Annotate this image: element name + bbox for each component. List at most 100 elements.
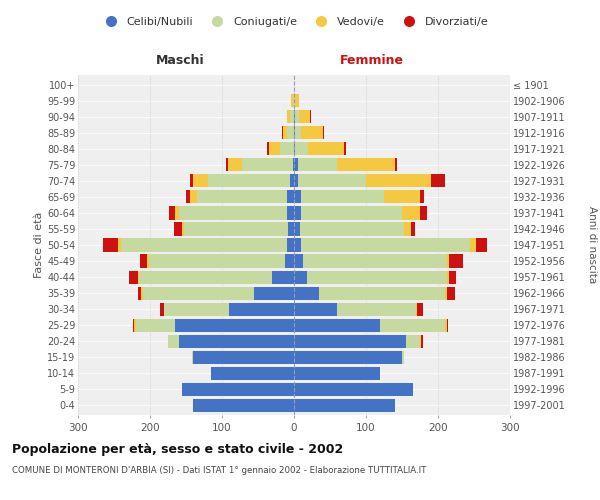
Bar	[142, 286, 143, 300]
Bar	[169, 206, 175, 220]
Bar	[412, 222, 415, 235]
Bar	[193, 174, 208, 188]
Bar	[344, 142, 346, 156]
Bar	[416, 302, 417, 316]
Bar	[294, 350, 402, 364]
Bar	[294, 94, 295, 107]
Bar	[420, 206, 427, 220]
Bar	[269, 142, 280, 156]
Bar	[208, 174, 290, 188]
Bar	[295, 94, 299, 107]
Bar	[193, 399, 294, 412]
Bar	[294, 399, 395, 412]
Bar	[280, 142, 294, 156]
Bar	[295, 126, 301, 140]
Bar	[298, 158, 337, 172]
Bar	[294, 190, 301, 203]
Bar	[323, 126, 324, 140]
Bar	[242, 158, 293, 172]
Bar	[420, 334, 421, 348]
Bar	[190, 174, 193, 188]
Bar	[402, 350, 404, 364]
Bar	[420, 190, 424, 203]
Bar	[301, 190, 384, 203]
Bar	[470, 238, 476, 252]
Bar	[179, 334, 294, 348]
Bar	[302, 254, 446, 268]
Bar	[294, 334, 406, 348]
Bar	[295, 142, 308, 156]
Bar	[319, 286, 445, 300]
Bar	[175, 222, 182, 235]
Bar	[310, 110, 311, 124]
Bar	[294, 158, 298, 172]
Bar	[294, 286, 319, 300]
Bar	[446, 254, 449, 268]
Text: Femmine: Femmine	[340, 54, 404, 68]
Bar	[287, 206, 294, 220]
Bar	[287, 238, 294, 252]
Bar	[283, 126, 287, 140]
Bar	[294, 126, 295, 140]
Bar	[404, 222, 412, 235]
Bar	[293, 94, 294, 107]
Bar	[295, 110, 299, 124]
Bar	[476, 238, 487, 252]
Bar	[139, 270, 272, 283]
Bar	[129, 270, 138, 283]
Bar	[294, 222, 300, 235]
Bar	[147, 254, 149, 268]
Bar	[291, 94, 293, 107]
Bar	[133, 318, 134, 332]
Y-axis label: Fasce di età: Fasce di età	[34, 212, 44, 278]
Bar	[445, 318, 446, 332]
Bar	[294, 238, 301, 252]
Bar	[380, 318, 445, 332]
Text: COMUNE DI MONTERONI D'ARBIA (SI) - Dati ISTAT 1° gennaio 2002 - Elaborazione TUT: COMUNE DI MONTERONI D'ARBIA (SI) - Dati …	[12, 466, 427, 475]
Bar	[211, 366, 294, 380]
Bar	[182, 383, 294, 396]
Bar	[164, 302, 229, 316]
Bar	[228, 158, 242, 172]
Bar	[337, 302, 416, 316]
Bar	[294, 383, 413, 396]
Bar	[448, 270, 449, 283]
Bar	[149, 254, 286, 268]
Bar	[175, 206, 179, 220]
Bar	[294, 318, 380, 332]
Bar	[192, 350, 193, 364]
Bar	[143, 286, 254, 300]
Bar	[294, 270, 307, 283]
Bar	[288, 222, 294, 235]
Bar	[136, 318, 175, 332]
Bar	[175, 318, 294, 332]
Bar	[287, 190, 294, 203]
Bar	[301, 206, 402, 220]
Bar	[103, 238, 118, 252]
Bar	[134, 318, 136, 332]
Bar	[294, 110, 295, 124]
Bar	[431, 174, 445, 188]
Bar	[186, 190, 190, 203]
Bar	[294, 254, 302, 268]
Bar	[287, 126, 294, 140]
Bar	[308, 142, 344, 156]
Bar	[446, 318, 448, 332]
Bar	[445, 286, 446, 300]
Bar	[118, 238, 121, 252]
Bar	[138, 286, 142, 300]
Bar	[406, 334, 420, 348]
Bar	[307, 270, 448, 283]
Bar	[168, 334, 179, 348]
Bar	[446, 286, 455, 300]
Bar	[294, 206, 301, 220]
Bar	[226, 158, 228, 172]
Bar	[272, 270, 294, 283]
Bar	[402, 206, 420, 220]
Bar	[294, 302, 337, 316]
Bar	[140, 254, 147, 268]
Bar	[254, 286, 294, 300]
Bar	[298, 174, 366, 188]
Bar	[286, 254, 294, 268]
Text: Maschi: Maschi	[155, 54, 205, 68]
